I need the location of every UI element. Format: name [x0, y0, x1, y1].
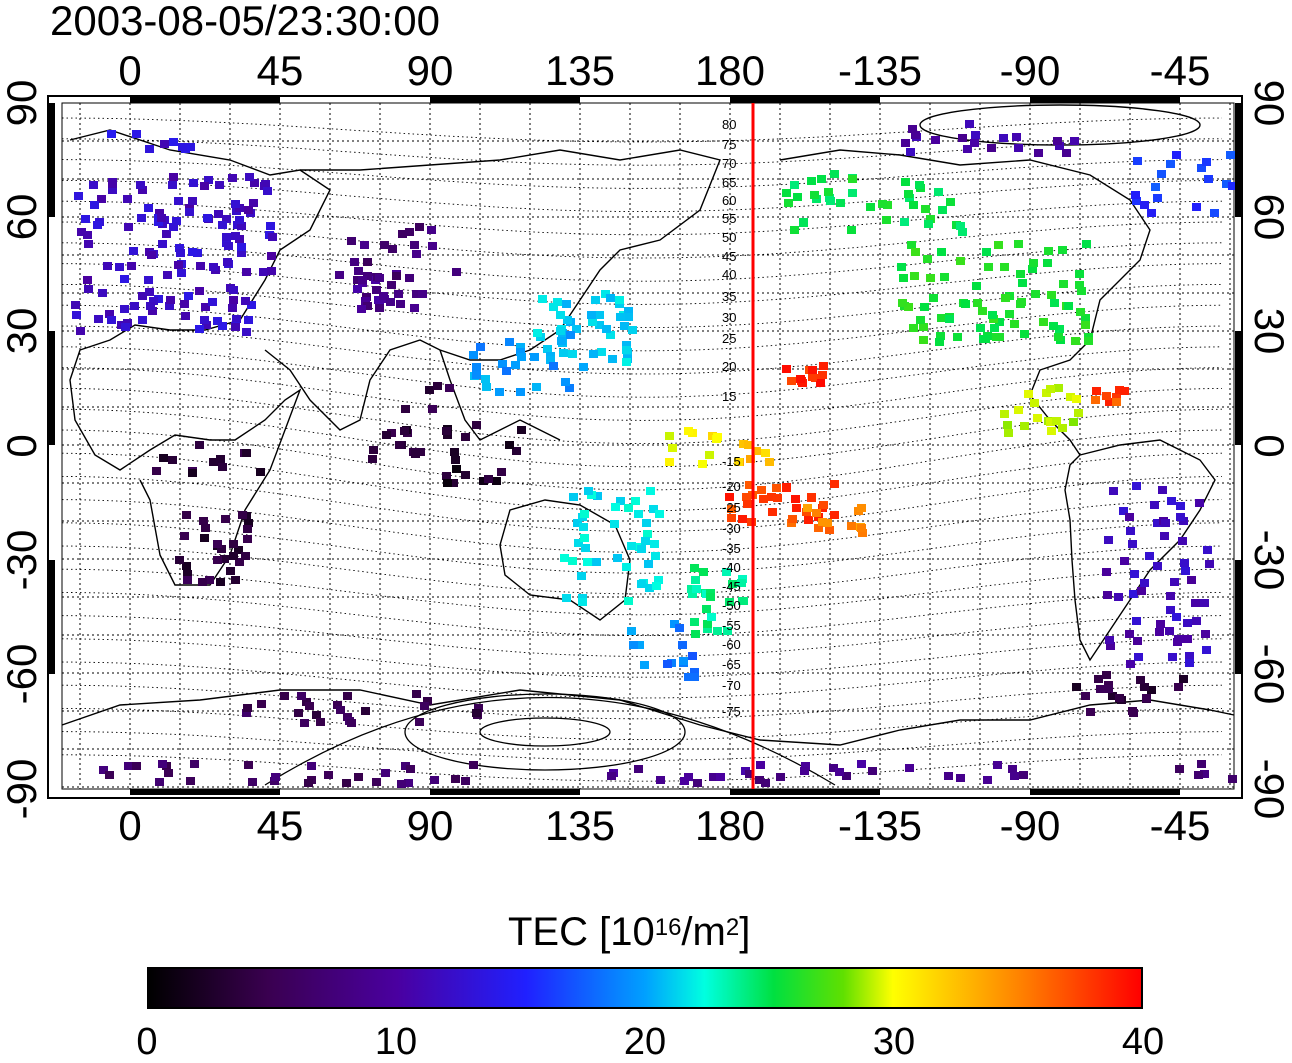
lat-tick-label-left: -90 — [0, 759, 45, 820]
maglat-label: 20 — [722, 359, 736, 374]
maglat-label: -70 — [722, 678, 741, 693]
timestamp-title: 2003-08-05/23:30:00 — [50, 0, 440, 44]
lon-tick-label: 90 — [407, 47, 454, 94]
lat-tick-label-right: -90 — [1246, 759, 1292, 820]
colorbar-tick-label: 40 — [1121, 1021, 1165, 1063]
colorbar-tick-label: 0 — [136, 1021, 158, 1063]
maglat-label: 30 — [722, 310, 736, 325]
maglat-label: -55 — [722, 618, 741, 633]
maglat-label: 80 — [722, 117, 736, 132]
maglat-label: 15 — [722, 389, 736, 404]
coast-australia — [499, 499, 631, 621]
tec-colorbar — [147, 967, 1143, 1009]
magnetic-latitude-contours — [61, 117, 1223, 786]
lon-tick-label: 45 — [257, 47, 304, 94]
lon-tick-label: 180 — [695, 47, 765, 94]
colorbar-tick-label: 20 — [623, 1021, 667, 1063]
maglat-label: 35 — [722, 289, 736, 304]
lon-tick-label: 45 — [257, 802, 304, 849]
lat-tick-label-right: -30 — [1246, 530, 1292, 591]
maglat-label: -75 — [722, 704, 741, 719]
maglat-label: -25 — [722, 500, 741, 515]
lon-tick-label: -90 — [1000, 802, 1061, 849]
lat-tick-label-left: -60 — [0, 644, 45, 705]
maglat-label: 70 — [722, 156, 736, 171]
maglat-label: -20 — [722, 479, 741, 494]
axis-bars — [49, 97, 1241, 795]
maglat-label: -40 — [722, 560, 741, 575]
maglat-label: 55 — [722, 211, 736, 226]
coast-south-america — [1064, 439, 1216, 662]
lon-ticks-bottom: 0 45 90 135 180 -135 -90 -45 — [118, 802, 1210, 849]
lat-ticks-left: 90 60 30 0 -30 -60 -90 — [0, 80, 45, 820]
colorbar-tick-label: 30 — [872, 1021, 916, 1063]
lat-ticks-right: 90 60 30 0 -30 -60 -90 — [1246, 80, 1292, 820]
maglat-label: 60 — [722, 193, 736, 208]
colorbar-title: TEC [1016/m2] — [508, 910, 751, 954]
maglat-label: 75 — [722, 137, 736, 152]
lat-tick-label-right: -60 — [1246, 644, 1292, 705]
colorbar-tick-label: 10 — [374, 1021, 418, 1063]
coast-europe-africa — [69, 129, 331, 586]
lat-tick-label-left: 30 — [0, 308, 45, 355]
lon-tick-label: 0 — [118, 802, 141, 849]
maglat-label: -60 — [722, 637, 741, 652]
lon-tick-label: 180 — [695, 802, 765, 849]
lat-tick-label-right: 90 — [1246, 80, 1292, 127]
maglat-label: -45 — [722, 579, 741, 594]
lat-tick-label-left: 0 — [0, 434, 45, 457]
lat-tick-label-right: 30 — [1246, 308, 1292, 355]
maglat-label: -30 — [722, 521, 741, 536]
maglat-label: -15 — [722, 454, 741, 469]
lon-tick-label: 90 — [407, 802, 454, 849]
lon-tick-label: 135 — [545, 47, 615, 94]
maglat-label: 25 — [722, 331, 736, 346]
coast-asia — [264, 149, 721, 431]
lon-tick-label: -135 — [838, 802, 922, 849]
lon-tick-label: -45 — [1150, 802, 1211, 849]
lat-tick-label-left: 60 — [0, 194, 45, 241]
lat-tick-label-left: 90 — [0, 80, 45, 127]
lat-tick-label-left: -30 — [0, 530, 45, 591]
lon-tick-label: 0 — [118, 47, 141, 94]
tec-data-pixels — [71, 120, 1237, 788]
maglat-label: -35 — [722, 541, 741, 556]
lon-tick-label: -90 — [1000, 47, 1061, 94]
maglat-label: 45 — [722, 249, 736, 264]
lat-tick-label-right: 0 — [1246, 434, 1292, 457]
lat-tick-label-right: 60 — [1246, 194, 1292, 241]
maglat-label: 50 — [722, 230, 736, 245]
lon-tick-label: -45 — [1150, 47, 1211, 94]
maglat-label: 65 — [722, 175, 736, 190]
lon-ticks-top: 0 45 90 135 180 -135 -90 -45 — [118, 47, 1210, 94]
lon-tick-label: 135 — [545, 802, 615, 849]
map-frame — [47, 95, 1243, 799]
tec-map: 80 75 70 65 60 55 50 45 40 35 30 25 20 15 -15 -20 -25 -30… — [0, 47, 1292, 849]
maglat-labels: 80 75 70 65 60 55 50 45 40 35 30 25 20 15 -15 -20 -25 -30… — [722, 117, 741, 719]
maglat-label: -50 — [722, 598, 741, 613]
maglat-label: 40 — [722, 267, 736, 282]
lon-tick-label: -135 — [838, 47, 922, 94]
maglat-label: -65 — [722, 657, 741, 672]
